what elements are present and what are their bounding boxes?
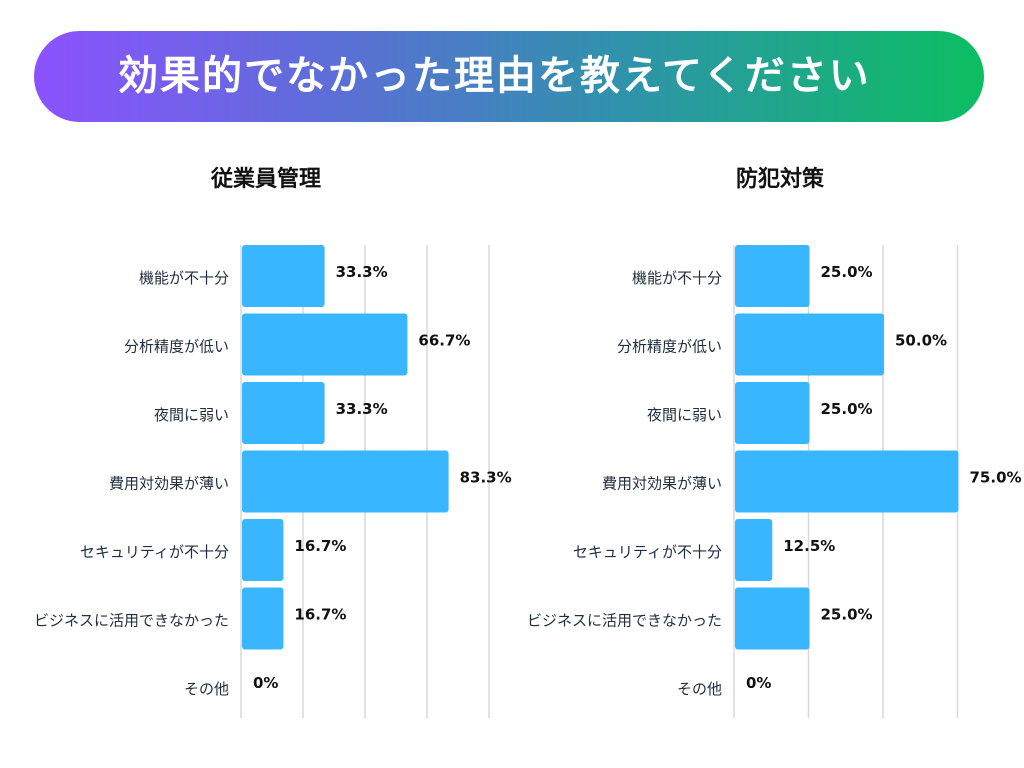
value-label: 0% — [253, 674, 278, 692]
bar — [735, 313, 884, 376]
bar — [735, 587, 810, 650]
bar — [242, 245, 325, 307]
value-label: 12.5% — [783, 537, 835, 555]
category-label: ビジネスに活用できなかった — [34, 612, 229, 630]
value-label: 0% — [746, 674, 771, 692]
value-label: 16.7% — [294, 606, 346, 624]
category-label: その他 — [677, 680, 722, 698]
value-label: 83.3% — [460, 469, 512, 487]
category-label: その他 — [184, 680, 229, 698]
category-label: 分析精度が低い — [124, 338, 229, 356]
value-label: 33.3% — [336, 400, 388, 418]
value-label: 25.0% — [821, 263, 873, 281]
chart-title: 従業員管理 — [210, 166, 321, 192]
bar — [242, 587, 284, 650]
bar — [735, 245, 810, 307]
value-label: 75.0% — [970, 469, 1022, 487]
value-label: 33.3% — [336, 263, 388, 281]
category-label: 費用対効果が薄い — [602, 475, 722, 493]
bar — [735, 519, 773, 581]
bar — [735, 382, 810, 444]
value-label: 16.7% — [294, 537, 346, 555]
category-label: ビジネスに活用できなかった — [527, 612, 722, 630]
chart-title: 防犯対策 — [736, 166, 825, 192]
category-label: 機能が不十分 — [139, 269, 229, 287]
category-label: 機能が不十分 — [632, 269, 722, 287]
bar — [242, 450, 449, 513]
bar — [735, 450, 959, 513]
value-label: 50.0% — [895, 332, 947, 350]
category-label: セキュリティが不十分 — [573, 543, 722, 561]
title-banner: 効果的でなかった理由を教えてください — [34, 31, 984, 122]
bar — [242, 519, 284, 581]
category-label: 費用対効果が薄い — [109, 475, 229, 493]
value-label: 66.7% — [418, 332, 470, 350]
bar — [242, 382, 325, 444]
banner-title: 効果的でなかった理由を教えてください — [118, 53, 871, 99]
category-label: 夜間に弱い — [154, 406, 229, 424]
category-label: 分析精度が低い — [617, 338, 722, 356]
value-label: 25.0% — [821, 606, 873, 624]
category-label: 夜間に弱い — [647, 406, 722, 424]
category-label: セキュリティが不十分 — [80, 543, 229, 561]
value-label: 25.0% — [821, 400, 873, 418]
bar — [242, 313, 408, 376]
